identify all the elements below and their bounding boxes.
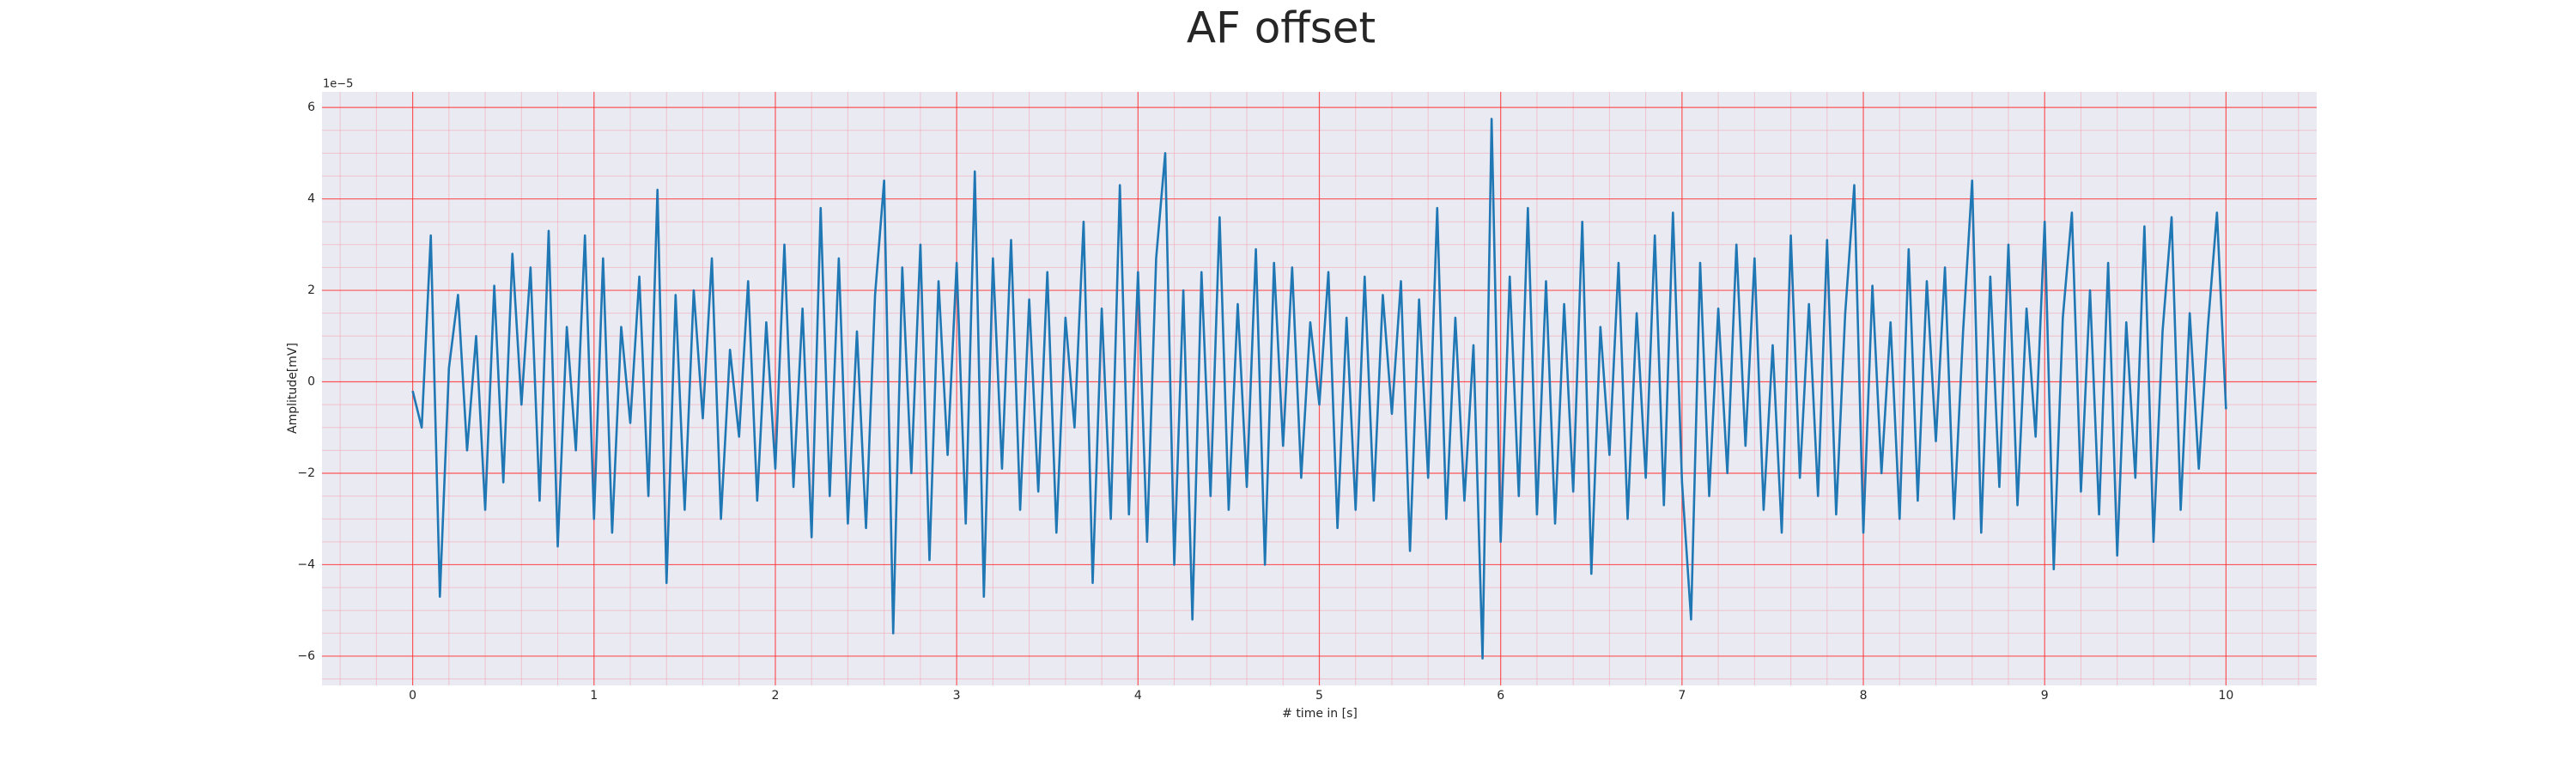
y-tick-label: −4 — [297, 557, 315, 571]
x-tick-label: 8 — [1860, 689, 1868, 703]
y-tick-label: 2 — [307, 283, 315, 297]
x-tick-label: 0 — [409, 689, 416, 703]
y-tick-label: 0 — [307, 375, 315, 389]
x-tick-label: 2 — [771, 689, 779, 703]
x-tick-label: 6 — [1497, 689, 1504, 703]
y-axis-label: Amplitude[mV] — [286, 343, 300, 434]
x-tick-label: 10 — [2218, 689, 2233, 703]
x-tick-label: 9 — [2041, 689, 2049, 703]
y-tick-label: −6 — [297, 649, 315, 663]
y-tick-label: −2 — [297, 466, 315, 480]
x-tick-label: 4 — [1134, 689, 1142, 703]
x-tick-label: 5 — [1315, 689, 1323, 703]
y-tick-label: 6 — [307, 100, 315, 114]
x-tick-label: 3 — [953, 689, 961, 703]
x-tick-label: 1 — [590, 689, 598, 703]
data-line — [411, 118, 2227, 660]
x-axis-label: # time in [s] — [1282, 707, 1358, 721]
y-offset-label: 1e−5 — [323, 78, 353, 91]
chart-title: AF offset — [1187, 3, 1376, 53]
y-tick-label: 4 — [307, 192, 315, 206]
x-tick-label: 7 — [1678, 689, 1686, 703]
